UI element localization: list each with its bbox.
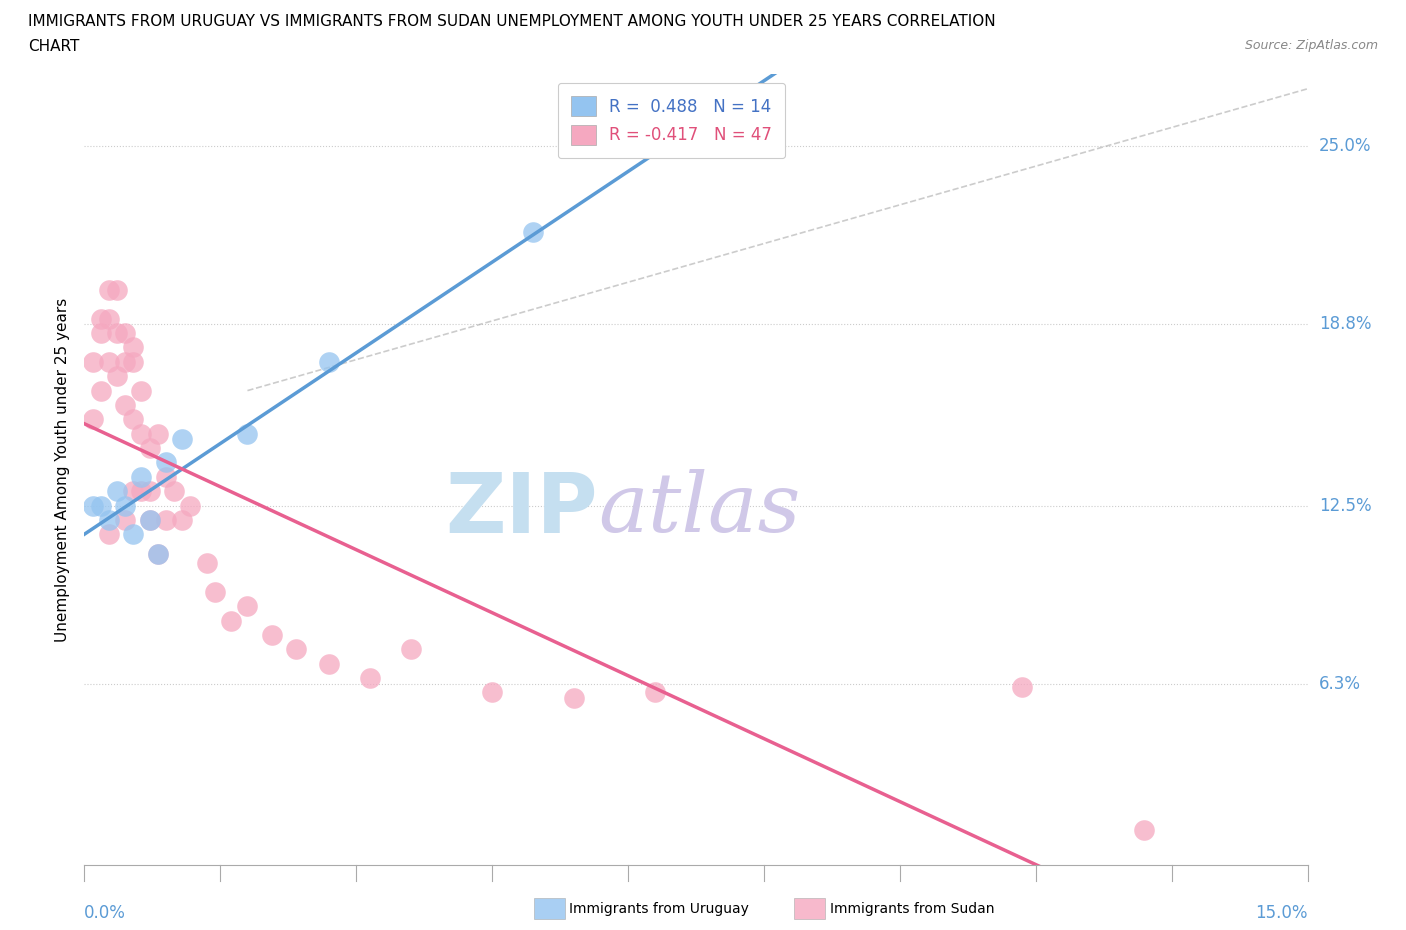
Point bbox=[219, 613, 242, 628]
Point bbox=[285, 642, 308, 657]
Point bbox=[97, 312, 120, 326]
Point bbox=[105, 369, 128, 384]
Point bbox=[97, 283, 120, 298]
Point bbox=[97, 354, 120, 369]
Point bbox=[146, 547, 169, 562]
Point bbox=[105, 283, 128, 298]
Text: 12.5%: 12.5% bbox=[1319, 497, 1371, 514]
Point bbox=[82, 354, 104, 369]
Point bbox=[90, 326, 112, 340]
Point bbox=[163, 484, 186, 498]
Point bbox=[138, 484, 160, 498]
Point bbox=[122, 484, 145, 498]
Legend: R =  0.488   N = 14, R = -0.417   N = 47: R = 0.488 N = 14, R = -0.417 N = 47 bbox=[558, 83, 786, 158]
Point bbox=[318, 354, 340, 369]
Point bbox=[260, 628, 283, 643]
Point bbox=[122, 340, 145, 355]
Point bbox=[195, 555, 218, 570]
Point bbox=[122, 412, 145, 427]
Point bbox=[146, 426, 169, 441]
Text: 25.0%: 25.0% bbox=[1319, 138, 1371, 155]
Point bbox=[236, 599, 259, 614]
Point bbox=[82, 498, 104, 513]
Text: 0.0%: 0.0% bbox=[84, 904, 127, 922]
Point bbox=[204, 584, 226, 599]
Text: Immigrants from Uruguay: Immigrants from Uruguay bbox=[569, 901, 749, 916]
Point bbox=[131, 383, 153, 398]
Point bbox=[1011, 679, 1033, 694]
Point bbox=[399, 642, 422, 657]
Point bbox=[138, 512, 160, 527]
Text: IMMIGRANTS FROM URUGUAY VS IMMIGRANTS FROM SUDAN UNEMPLOYMENT AMONG YOUTH UNDER : IMMIGRANTS FROM URUGUAY VS IMMIGRANTS FR… bbox=[28, 14, 995, 29]
Point bbox=[155, 512, 177, 527]
Point bbox=[172, 512, 194, 527]
Text: Source: ZipAtlas.com: Source: ZipAtlas.com bbox=[1244, 39, 1378, 52]
Point bbox=[172, 432, 194, 447]
Point bbox=[1133, 823, 1156, 838]
Point bbox=[318, 657, 340, 671]
Point bbox=[236, 426, 259, 441]
Point bbox=[114, 512, 136, 527]
Text: 18.8%: 18.8% bbox=[1319, 315, 1371, 334]
Point bbox=[481, 685, 503, 700]
Point bbox=[114, 354, 136, 369]
Point bbox=[179, 498, 201, 513]
Point bbox=[155, 455, 177, 470]
Point bbox=[138, 441, 160, 456]
Point bbox=[644, 685, 666, 700]
Text: ZIP: ZIP bbox=[446, 469, 598, 550]
Point bbox=[131, 484, 153, 498]
Point bbox=[97, 527, 120, 542]
Point bbox=[131, 426, 153, 441]
Point bbox=[90, 498, 112, 513]
Text: 15.0%: 15.0% bbox=[1256, 904, 1308, 922]
Text: 6.3%: 6.3% bbox=[1319, 675, 1361, 693]
Point bbox=[90, 312, 112, 326]
Point bbox=[105, 326, 128, 340]
Point bbox=[82, 412, 104, 427]
Text: CHART: CHART bbox=[28, 39, 80, 54]
Point bbox=[155, 470, 177, 485]
Point bbox=[105, 484, 128, 498]
Text: atlas: atlas bbox=[598, 469, 800, 550]
Point bbox=[114, 397, 136, 412]
Point bbox=[114, 498, 136, 513]
Point bbox=[138, 512, 160, 527]
Y-axis label: Unemployment Among Youth under 25 years: Unemployment Among Youth under 25 years bbox=[55, 298, 70, 642]
Point bbox=[522, 225, 544, 240]
Point bbox=[146, 547, 169, 562]
Point bbox=[90, 383, 112, 398]
Point bbox=[562, 691, 585, 706]
Point bbox=[122, 354, 145, 369]
Point bbox=[122, 527, 145, 542]
Point bbox=[114, 326, 136, 340]
Point bbox=[359, 671, 381, 685]
Text: Immigrants from Sudan: Immigrants from Sudan bbox=[830, 901, 994, 916]
Point bbox=[97, 512, 120, 527]
Point bbox=[131, 470, 153, 485]
